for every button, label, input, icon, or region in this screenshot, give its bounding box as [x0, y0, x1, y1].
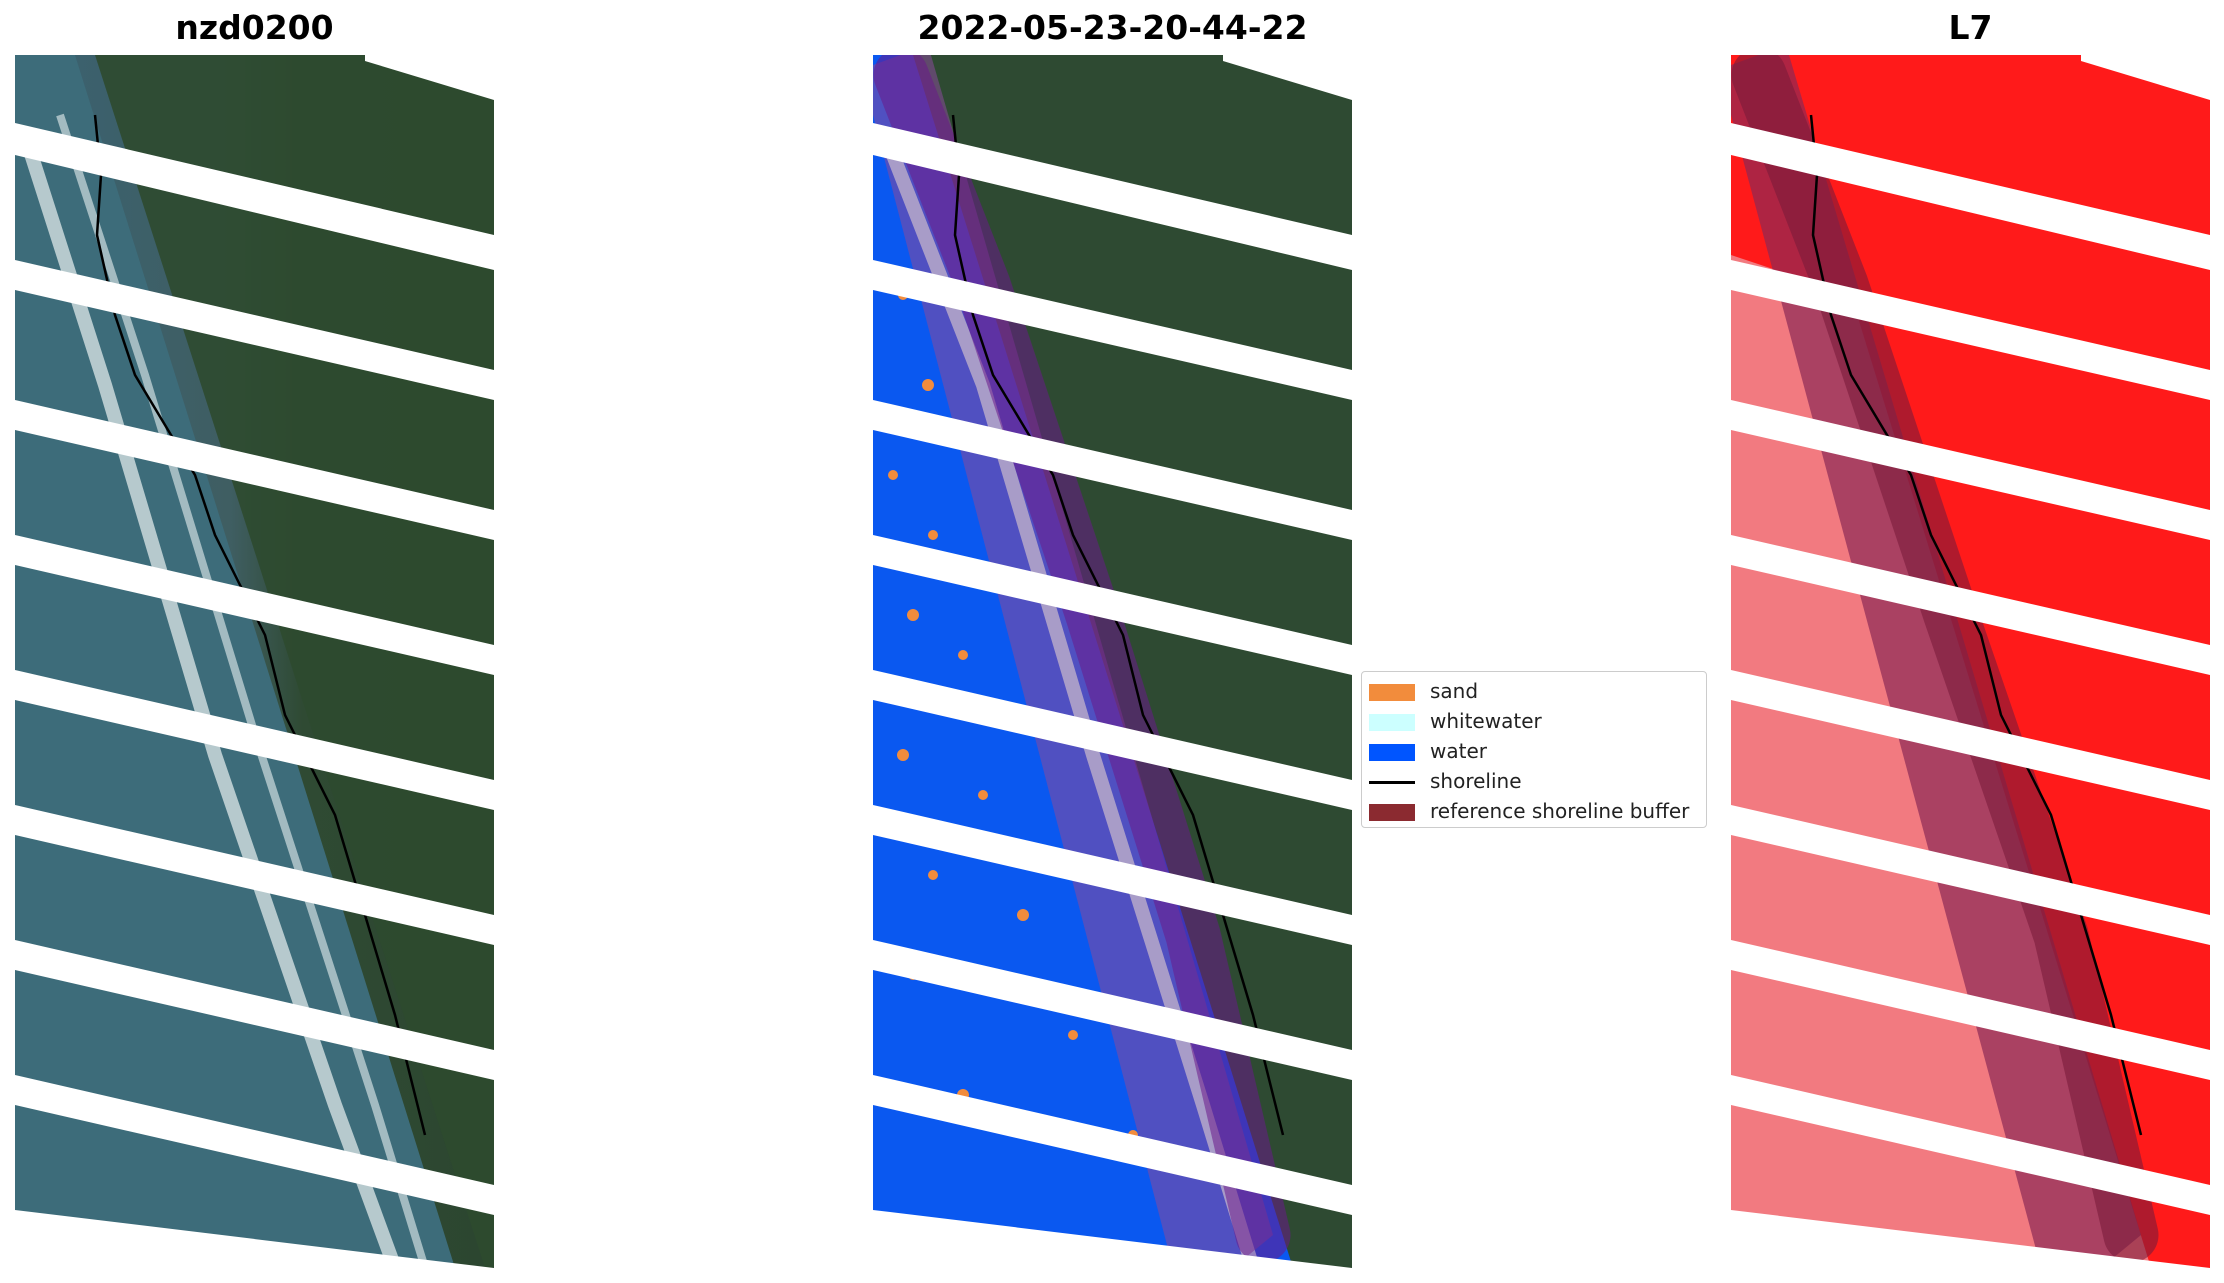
legend-item-shoreline: shoreline	[1362, 766, 1706, 796]
l7-image-panel	[1731, 55, 2210, 1268]
legend-label: reference shoreline buffer	[1430, 799, 1690, 823]
legend-item-water: water	[1362, 736, 1706, 766]
scanline-gaps	[873, 55, 1352, 1268]
legend-item-buffer: reference shoreline buffer	[1362, 796, 1706, 826]
rgb-image-panel	[15, 55, 494, 1268]
buffer-swatch	[1369, 804, 1415, 821]
shoreline-line-swatch	[1369, 781, 1415, 784]
scanline-gaps	[15, 55, 494, 1268]
panel-title-rgb: nzd0200	[175, 8, 334, 47]
sand-swatch	[1369, 684, 1415, 701]
classified-image-panel	[873, 55, 1352, 1268]
panel-title-sensor: L7	[1948, 8, 1993, 47]
legend: sand whitewater water shoreline referenc…	[1361, 671, 1707, 828]
legend-label: sand	[1430, 679, 1479, 703]
legend-label: water	[1430, 739, 1487, 763]
whitewater-swatch	[1369, 714, 1415, 731]
sand-patches	[888, 290, 1138, 1230]
legend-item-sand: sand	[1362, 676, 1706, 706]
legend-label: whitewater	[1430, 709, 1542, 733]
panel-title-classified: 2022-05-23-20-44-22	[917, 8, 1308, 47]
reference-shoreline-buffer	[1731, 55, 2141, 1268]
legend-item-whitewater: whitewater	[1362, 706, 1706, 736]
water-swatch	[1369, 744, 1415, 761]
legend-label: shoreline	[1430, 769, 1522, 793]
scanline-gaps	[1731, 55, 2210, 1268]
